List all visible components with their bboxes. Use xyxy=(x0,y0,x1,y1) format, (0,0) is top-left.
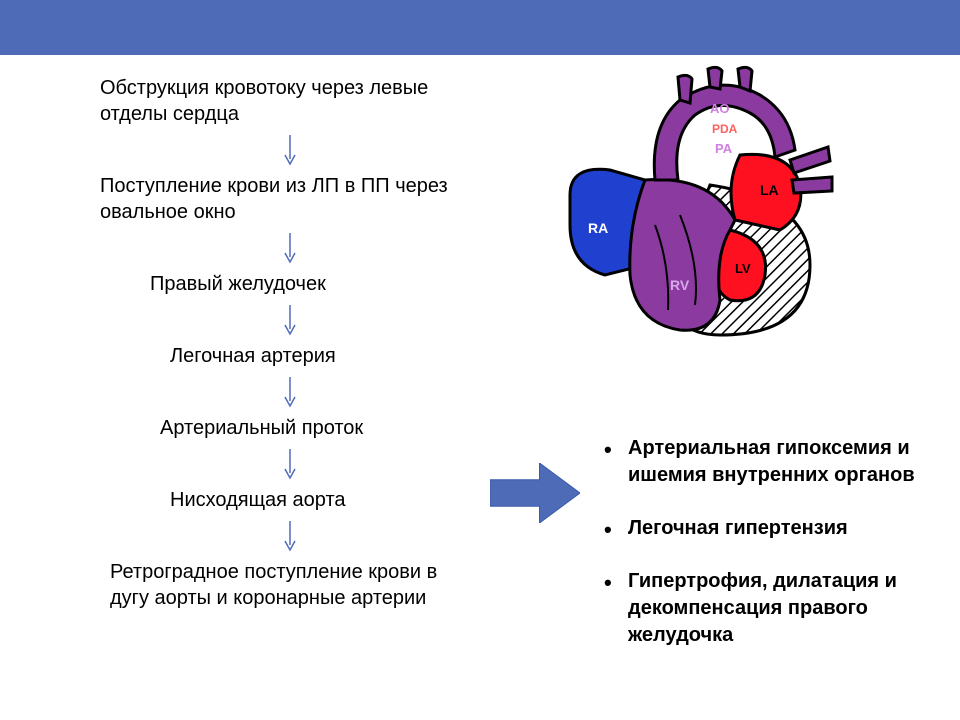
label-pa: PA xyxy=(715,141,733,156)
flow-step-3: Легочная артерия xyxy=(100,343,480,369)
label-lv: LV xyxy=(735,261,751,276)
label-ao: AO xyxy=(710,101,730,116)
label-la: LA xyxy=(760,182,779,198)
label-ra: RA xyxy=(588,220,608,236)
header-bar xyxy=(0,0,960,55)
flow-step-0: Обструкция кровотоку через левые отделы … xyxy=(100,75,480,127)
heart-diagram: AO PDA PA LA RA LV RV xyxy=(560,65,840,345)
big-arrow xyxy=(490,463,580,528)
outcome-item-2: Гипертрофия, дилатация и декомпенсация п… xyxy=(600,568,920,649)
flow-arrow-5 xyxy=(100,519,480,553)
outcome-item-1: Легочная гипертензия xyxy=(600,515,920,542)
label-rv: RV xyxy=(670,277,690,293)
flow-step-2: Правый желудочек xyxy=(100,271,480,297)
outcome-item-0: Артериальная гипоксемия и ишемия внутрен… xyxy=(600,435,920,489)
flow-step-5: Нисходящая аорта xyxy=(100,487,480,513)
flow-column: Обструкция кровотоку через левые отделы … xyxy=(100,75,480,611)
flow-arrow-0 xyxy=(100,133,480,167)
content: Обструкция кровотоку через левые отделы … xyxy=(0,55,960,720)
outcomes-list: Артериальная гипоксемия и ишемия внутрен… xyxy=(600,435,920,675)
flow-step-1: Поступление крови из ЛП в ПП через оваль… xyxy=(100,173,480,225)
label-pda: PDA xyxy=(712,122,738,136)
flow-arrow-2 xyxy=(100,303,480,337)
flow-step-4: Артериальный проток xyxy=(100,415,480,441)
flow-arrow-3 xyxy=(100,375,480,409)
flow-arrow-1 xyxy=(100,231,480,265)
flow-step-6: Ретроградное поступление крови в дугу ао… xyxy=(100,559,480,611)
flow-arrow-4 xyxy=(100,447,480,481)
